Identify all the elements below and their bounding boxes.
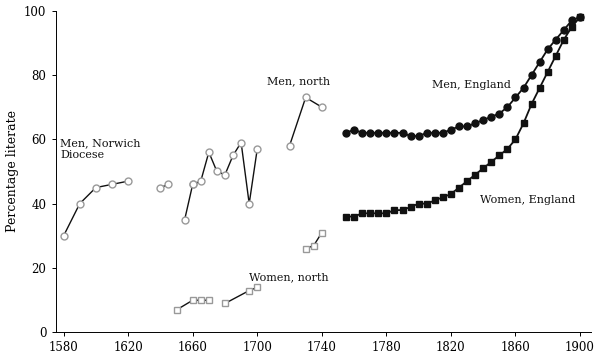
Y-axis label: Percentage literate: Percentage literate: [5, 111, 19, 233]
Text: Men, England: Men, England: [432, 80, 510, 90]
Text: Men, north: Men, north: [267, 76, 330, 86]
Text: Women, north: Women, north: [249, 273, 329, 283]
Text: Women, England: Women, England: [480, 195, 576, 206]
Text: Men, Norwich
Diocese: Men, Norwich Diocese: [60, 138, 141, 160]
